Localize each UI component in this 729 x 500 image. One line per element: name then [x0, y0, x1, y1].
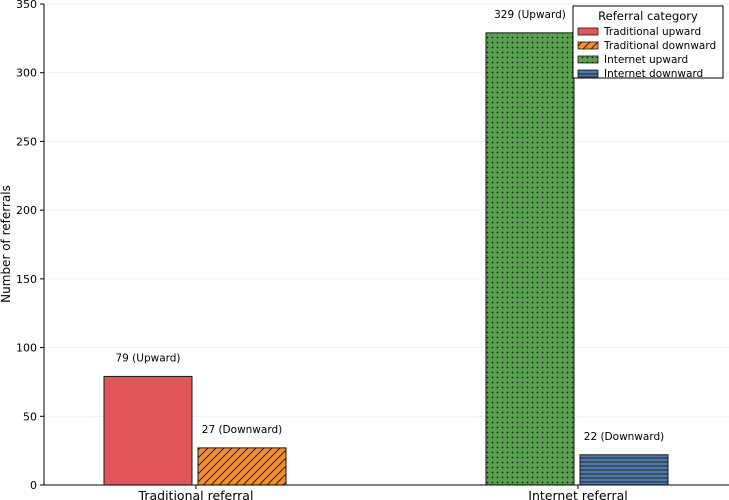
legend-entry-label: Traditional upward	[603, 26, 701, 38]
y-tick-label: 350	[16, 0, 37, 11]
y-tick-label: 150	[16, 273, 37, 286]
y-tick-label: 0	[30, 479, 37, 492]
legend-swatch	[577, 69, 599, 78]
grid-lines	[44, 3, 729, 417]
y-tick-label: 50	[23, 410, 37, 423]
legend-title: Referral category	[598, 9, 698, 23]
y-axis-ticks: 0 50 100 150 200 250 300 350	[16, 0, 44, 492]
bar	[103, 375, 193, 486]
legend: Referral category Traditional upward Tradi…	[572, 5, 724, 80]
bar-data-label: 22 (Downward)	[584, 431, 664, 443]
x-tick-label: Traditional referral	[138, 488, 254, 500]
legend-entry-label: Traditional downward	[603, 40, 716, 52]
data-labels: 79 (Upward) 27 (Downward) 329 (Upward) 22 (…	[115, 9, 664, 443]
legend-swatch	[577, 27, 599, 36]
legend-entry-label: Internet downward	[604, 68, 703, 80]
bar-data-label: 27 (Downward)	[202, 424, 282, 436]
y-axis-title: Number of referrals	[0, 185, 13, 303]
y-tick-label: 250	[16, 135, 37, 148]
x-axis-ticks: Traditional referral Internet referral	[138, 485, 628, 500]
x-tick-label: Internet referral	[528, 488, 627, 500]
bar	[579, 454, 669, 486]
y-tick-label: 300	[16, 67, 37, 80]
bar-data-label: 79 (Upward)	[115, 352, 180, 364]
bar-data-label: 329 (Upward)	[494, 9, 566, 21]
legend-swatch	[577, 41, 599, 50]
bar	[197, 447, 287, 486]
legend-entry-label: Internet upward	[604, 54, 688, 66]
bars	[103, 32, 669, 486]
y-tick-label: 100	[16, 342, 37, 355]
bar	[485, 32, 575, 486]
y-tick-label: 200	[16, 204, 37, 217]
legend-swatch	[577, 55, 599, 64]
